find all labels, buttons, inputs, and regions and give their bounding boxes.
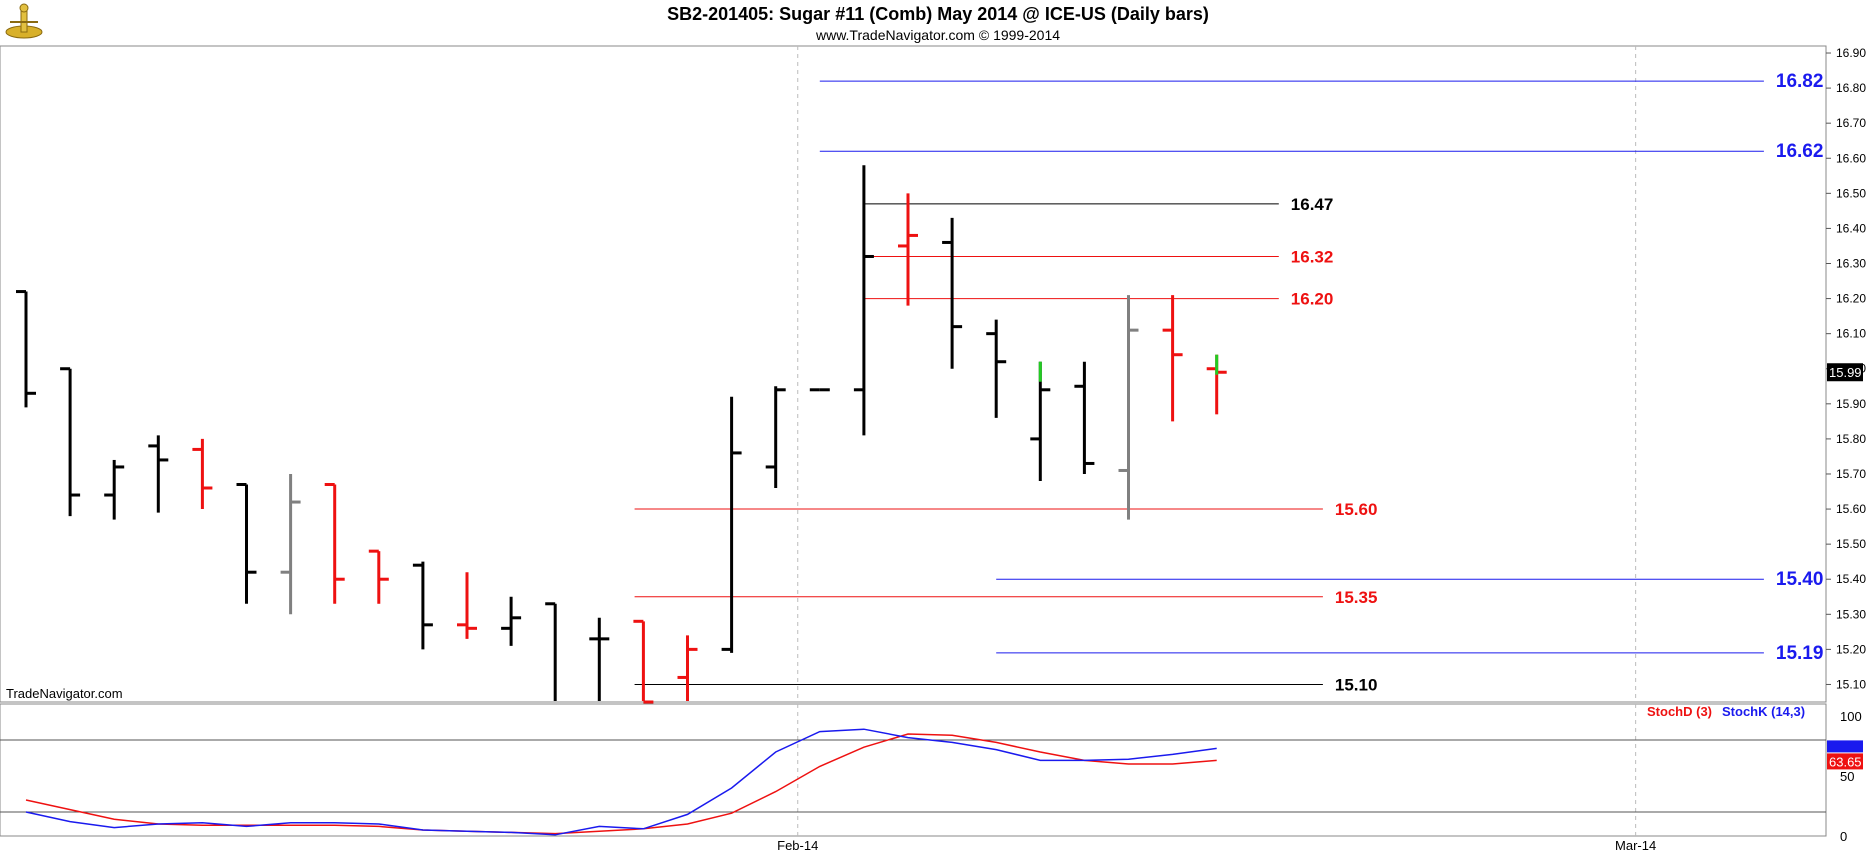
price-tick-label: 16.80 bbox=[1836, 81, 1866, 95]
level-label: 16.20 bbox=[1291, 290, 1334, 309]
stoch-k-line bbox=[25, 728, 1217, 836]
price-axis: 16.90 16.80 16.70 16.60 16.50 16.40 16.30 16.20… bbox=[1826, 46, 1866, 691]
level-label: 16.32 bbox=[1291, 247, 1334, 266]
price-tick-label: 16.70 bbox=[1836, 116, 1866, 130]
level-label: 16.62 bbox=[1776, 141, 1824, 162]
indicator-panel bbox=[0, 703, 1827, 837]
price-tick-label: 15.90 bbox=[1836, 397, 1866, 411]
indicator-legend: StochD (3) StochK (14,3) bbox=[1647, 704, 1805, 719]
price-tick-label: 16.40 bbox=[1836, 221, 1866, 235]
price-tick-label: 15.30 bbox=[1836, 607, 1866, 621]
indicator-lines bbox=[25, 728, 1217, 836]
date-tick-label: Feb-14 bbox=[777, 838, 818, 853]
trade-navigator-logo-icon bbox=[5, 3, 43, 39]
price-grid bbox=[797, 46, 1637, 702]
level-label: 15.10 bbox=[1335, 675, 1378, 694]
header-band bbox=[0, 0, 1876, 44]
last-price-box bbox=[1827, 363, 1863, 382]
level-label: 15.35 bbox=[1335, 588, 1378, 607]
price-tick-label: 15.70 bbox=[1836, 467, 1866, 481]
price-tick-label: 15.40 bbox=[1836, 572, 1866, 586]
watermark: TradeNavigator.com bbox=[6, 686, 123, 701]
indicator-tick-label: 0 bbox=[1840, 829, 1847, 844]
price-panel bbox=[0, 45, 1827, 703]
price-tick-label: 15.20 bbox=[1836, 642, 1866, 656]
indicator-grid bbox=[0, 704, 1826, 836]
chart-subtitle: www.TradeNavigator.com © 1999-2014 bbox=[815, 27, 1060, 43]
price-tick-label: 16.60 bbox=[1836, 151, 1866, 165]
last-price-label: 15.99 bbox=[1829, 365, 1862, 380]
chart-title: SB2-201405: Sugar #11 (Comb) May 2014 @ … bbox=[667, 4, 1209, 24]
date-axis: Feb-14 Mar-14 bbox=[777, 838, 1656, 853]
price-tick-label: 16.50 bbox=[1836, 186, 1866, 200]
price-tick-label: 16.30 bbox=[1836, 256, 1866, 270]
level-label: 16.82 bbox=[1776, 71, 1824, 92]
level-label: 15.19 bbox=[1776, 643, 1824, 664]
price-tick-label: 15.10 bbox=[1836, 677, 1866, 691]
legend-stoch-k: StochK (14,3) bbox=[1722, 704, 1805, 719]
level-label: 16.47 bbox=[1291, 195, 1334, 214]
price-tick-label: 15.50 bbox=[1836, 537, 1866, 551]
indicator-tick-label: 100 bbox=[1840, 709, 1862, 724]
price-tick-label: 16.10 bbox=[1836, 327, 1866, 341]
price-bars bbox=[16, 165, 1227, 708]
price-tick-label: 16.20 bbox=[1836, 292, 1866, 306]
stoch-k-value-box bbox=[1827, 740, 1863, 753]
price-tick-label: 15.60 bbox=[1836, 502, 1866, 516]
date-tick-label: Mar-14 bbox=[1615, 838, 1656, 853]
indicator-tick-label: 50 bbox=[1840, 769, 1854, 784]
indicator-axis: 100 50 0 63.65 bbox=[1827, 709, 1863, 844]
level-label: 15.60 bbox=[1335, 500, 1378, 519]
price-levels: 16.82 16.62 16.47 16.32 16.20 15.60 15.40 15.35… bbox=[634, 71, 1824, 694]
stoch-d-value-label: 63.65 bbox=[1829, 754, 1862, 769]
price-tick-label: 15.80 bbox=[1836, 432, 1866, 446]
price-tick-label: 16.90 bbox=[1836, 46, 1866, 60]
level-label: 15.40 bbox=[1776, 569, 1824, 590]
legend-stoch-d: StochD (3) bbox=[1647, 704, 1712, 719]
stoch-d-value-box bbox=[1827, 753, 1863, 770]
